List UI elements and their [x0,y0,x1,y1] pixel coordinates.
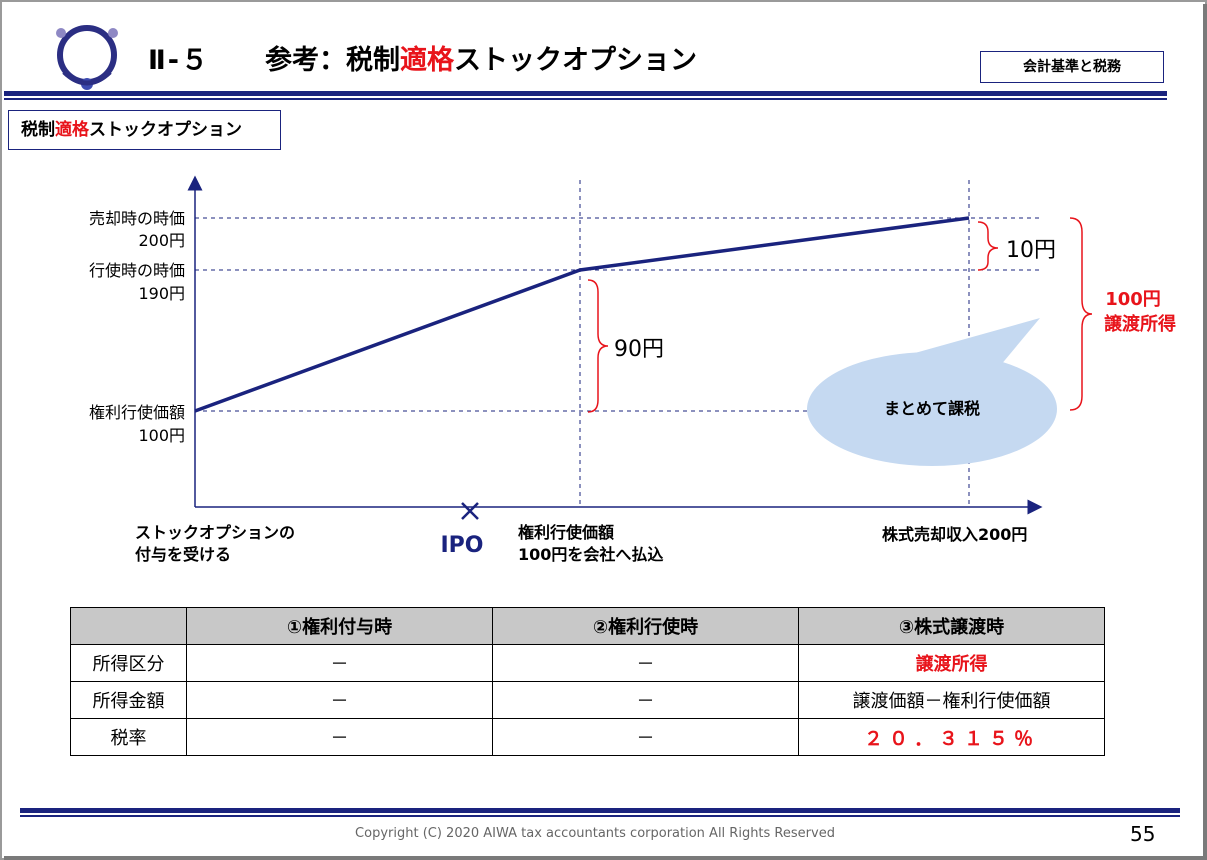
y-label-sale: 売却時の時価 [89,209,185,228]
table-cell: － [492,718,799,756]
y-value-strike: 100円 [138,426,185,445]
row-label: 所得金額 [70,681,187,719]
row-label: 所得区分 [70,644,187,682]
category-tag: 会計基準と税務 [980,51,1164,83]
x-label-sale: 株式売却収入200円 [882,525,1027,544]
ipo-cross-icon [461,502,479,520]
table-header: ②権利行使時 [492,607,799,645]
y-label-exercise: 行使時の時価 [89,261,185,280]
footer-rule [20,808,1180,813]
x-label-exercise: 権利行使価額 [518,523,614,542]
frame-shadow [4,856,1207,860]
x-label-grant: 付与を受ける [135,545,231,564]
table-row: 税率 － － ２０．３１５％ [70,718,1105,756]
row-label: 税率 [70,718,187,756]
section-text: 税制 [21,120,55,140]
brace-10 [977,221,999,271]
title-highlight: 適格 [400,45,454,76]
table-header: ③株式譲渡時 [798,607,1105,645]
x-label-exercise: 100円を会社へ払込 [518,545,663,564]
table-row: 所得区分 － － 譲渡所得 [70,644,1105,682]
speech-bubble [807,352,1057,466]
table-row: 所得金額 － － 譲渡価額－権利行使価額 [70,681,1105,719]
stock-value-line [194,216,970,413]
section-text: ストックオプション [89,120,242,140]
table-cell: － [186,644,493,682]
gain-sale-label: 10円 [1006,238,1056,263]
page-title: 参考：税制適格ストックオプション [265,38,697,77]
section-heading: 税制適格ストックオプション [8,110,281,150]
header-rule [4,91,1167,96]
y-value-sale: 200円 [138,231,185,250]
copyright-text: Copyright (C) 2020 AIWA tax accountants … [355,826,835,841]
company-logo [56,25,118,90]
frame-shadow [1203,4,1207,860]
gain-exercise-label: 90円 [614,337,664,362]
table-cell: － [492,681,799,719]
tax-treatment-table: ①権利付与時 ②権利行使時 ③株式譲渡時 所得区分 － － 譲渡所得 所得金額 … [70,607,1105,756]
y-label-strike: 権利行使価額 [89,403,185,422]
page-number: 55 [1130,822,1156,846]
table-header-row: ①権利付与時 ②権利行使時 ③株式譲渡時 [70,607,1105,645]
x-label-grant: ストックオプションの [135,523,295,542]
stock-option-diagram: 売却時の時価 200円 行使時の時価 190円 権利行使価額 100円 ストック… [89,175,1176,564]
footer-rule [20,815,1180,817]
table-header [70,607,187,645]
brace-100 [1069,217,1093,411]
table-cell: 譲渡価額－権利行使価額 [798,681,1105,719]
title-text: ストックオプション [454,45,697,76]
bubble-text: まとめて課税 [884,399,980,418]
x-label-ipo: IPO [440,533,483,558]
brace-90 [587,279,609,413]
y-value-exercise: 190円 [138,284,185,303]
title-text: 参考：税制 [265,45,400,76]
table-cell: 譲渡所得 [798,644,1105,682]
table-header: ①権利付与時 [186,607,493,645]
table-cell: － [186,681,493,719]
table-cell: － [186,718,493,756]
total-gain-value: 100円 [1105,289,1161,310]
section-highlight: 適格 [55,120,89,140]
total-gain-label: 譲渡所得 [1104,313,1176,335]
slide-number: Ⅱ-５ [148,45,210,76]
header-rule [4,98,1167,100]
table-cell: － [492,644,799,682]
table-cell: ２０．３１５％ [798,718,1105,756]
